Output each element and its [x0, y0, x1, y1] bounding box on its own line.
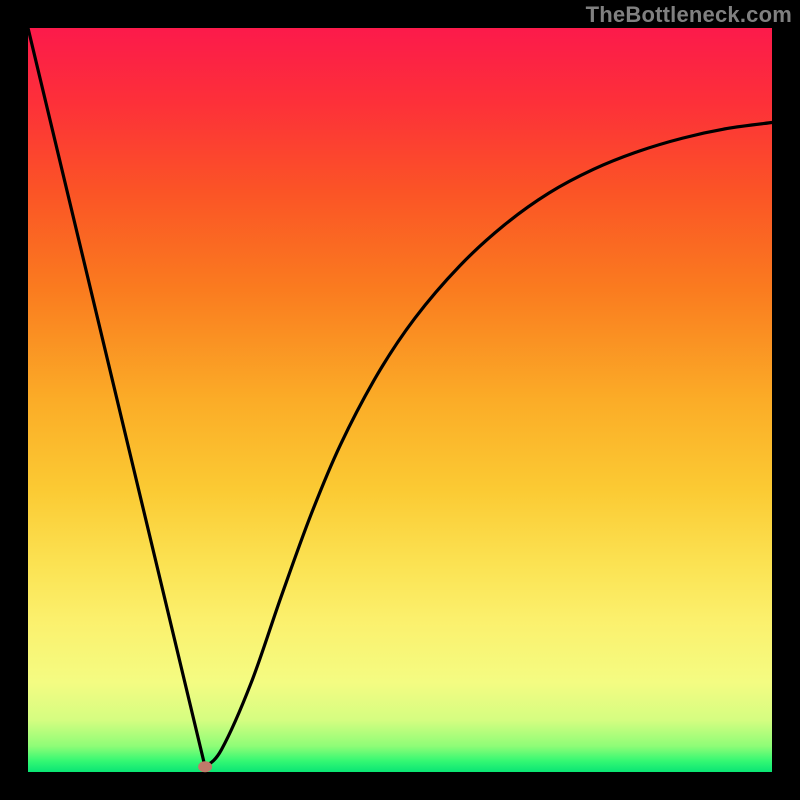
- chart-container: TheBottleneck.com: [0, 0, 800, 800]
- plot-background: [28, 28, 772, 772]
- watermark-text: TheBottleneck.com: [586, 2, 792, 28]
- minimum-marker: [198, 761, 212, 772]
- bottleneck-chart: [0, 0, 800, 800]
